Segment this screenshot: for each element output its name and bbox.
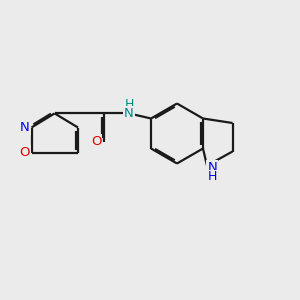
Text: N: N	[20, 121, 30, 134]
Text: O: O	[20, 146, 30, 160]
Text: N: N	[208, 160, 217, 174]
Text: H: H	[208, 170, 217, 184]
Text: N: N	[124, 107, 134, 120]
Text: O: O	[91, 135, 101, 148]
Text: H: H	[124, 98, 134, 112]
